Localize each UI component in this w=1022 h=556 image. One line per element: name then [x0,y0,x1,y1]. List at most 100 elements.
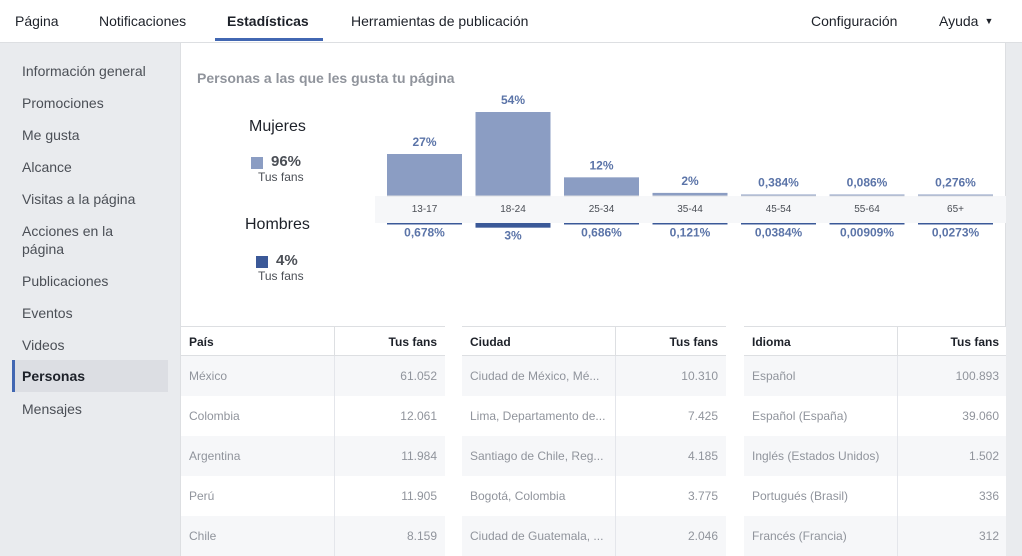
sidebar-item-promociones[interactable]: Promociones [22,95,104,111]
language-table-header: Idioma Tus fans [744,326,1007,356]
men-data-label: 0,00909% [840,226,894,240]
language-fans-header: Tus fans [950,335,999,349]
table-row: Lima, Departamento de... 7.425 [462,396,726,436]
active-tab-indicator [215,38,323,41]
men-bar [741,223,816,225]
men-data-label: 0,678% [404,226,445,240]
men-data-label: 0,121% [670,226,711,240]
city-name: Santiago de Chile, Reg... [470,449,604,463]
tab-estadisticas[interactable]: Estadísticas [227,13,309,29]
women-bar [564,177,639,196]
language-name: Español (España) [752,409,848,423]
sidebar-item-eventos[interactable]: Eventos [22,305,73,321]
header-divider [334,327,335,355]
sidebar-item-personas[interactable]: Personas [12,360,168,392]
sidebar-item-mensajes[interactable]: Mensajes [22,401,82,417]
age-gender-chart: 27% 13-17 0,678% 54% 18-24 3% 12% 25-34 0,686% 2%… [375,93,1007,243]
women-bar [652,192,728,196]
sidebar-item-informacion-general[interactable]: Información general [22,63,146,79]
language-name: Francés (Francia) [752,529,847,543]
city-name: Ciudad de México, Mé... [470,369,600,383]
category-label: 45-54 [766,204,792,215]
country-fans: 12.061 [400,409,437,423]
tab-herramientas[interactable]: Herramientas de publicación [351,13,529,29]
category-label: 13-17 [412,204,438,215]
top-navigation: Página Notificaciones Estadísticas Herra… [0,0,1022,43]
country-table: País Tus fans México 61.052 Colombia 12.06… [181,326,445,556]
language-fans: 1.502 [968,449,999,463]
city-fans: 7.425 [687,409,718,423]
tab-pagina[interactable]: Página [15,13,59,29]
language-name: Inglés (Estados Unidos) [752,449,880,463]
city-fans: 10.310 [681,369,718,383]
table-row: Francés (Francia) 312 [744,516,1007,556]
table-row: Portugués (Brasil) 336 [744,476,1007,516]
city-name: Bogotá, Colombia [470,489,566,503]
sidebar-item-videos[interactable]: Videos [22,337,65,353]
table-row: Perú 11.905 [181,476,445,516]
language-col-header: Idioma [752,335,791,349]
table-row: Bogotá, Colombia 3.775 [462,476,726,516]
table-row: Español (España) 39.060 [744,396,1007,436]
city-fans-header: Tus fans [669,335,718,349]
table-row: Santiago de Chile, Reg... 4.185 [462,436,726,476]
settings-link[interactable]: Configuración [811,13,898,29]
city-name: Ciudad de Guatemala, ... [470,529,604,543]
women-data-label: 12% [589,158,613,172]
city-fans: 3.775 [687,489,718,503]
category-label: 35-44 [677,204,703,215]
women-bar [387,154,462,196]
women-data-label: 54% [501,93,525,107]
women-data-label: 0,384% [758,176,799,190]
table-row: Español 100.893 [744,356,1007,396]
help-menu[interactable]: Ayuda ▼ [939,13,993,29]
category-label: 65+ [947,204,964,215]
sidebar-item-acciones[interactable]: Acciones en la página [22,223,114,257]
women-percent: 96% [271,153,302,170]
women-label: Mujeres [249,118,306,135]
women-bar [829,194,905,196]
scrollbar-gutter[interactable] [1006,43,1022,556]
category-label: 18-24 [500,204,526,215]
help-label: Ayuda [939,13,979,29]
men-data-label: 0,0273% [932,226,980,240]
language-fans: 312 [978,529,999,543]
tab-notificaciones[interactable]: Notificaciones [99,13,187,29]
men-bar [652,223,728,225]
women-data-label: 0,276% [935,176,976,190]
women-bar [475,112,551,196]
men-bar [918,223,993,225]
table-row: Colombia 12.061 [181,396,445,436]
sidebar-item-me-gusta[interactable]: Me gusta [22,127,80,143]
men-swatch [256,256,268,268]
sidebar-item-publicaciones[interactable]: Publicaciones [22,273,109,289]
city-name: Lima, Departamento de... [470,409,606,423]
table-row: Chile 8.159 [181,516,445,556]
country-table-header: País Tus fans [181,326,445,356]
sidebar-item-visitas[interactable]: Visitas a la página [22,191,136,207]
language-table: Idioma Tus fans Español 100.893 Español (… [744,326,1007,556]
men-bar [564,223,639,225]
sidebar-item-alcance[interactable]: Alcance [22,159,72,175]
women-data-label: 27% [412,135,436,149]
men-label: Hombres [245,216,310,233]
city-fans: 2.046 [687,529,718,543]
country-fans: 61.052 [400,369,437,383]
women-bar [918,194,993,196]
city-table-header: Ciudad Tus fans [462,326,726,356]
table-row: Ciudad de México, Mé... 10.310 [462,356,726,396]
language-name: Portugués (Brasil) [752,489,849,503]
city-table: Ciudad Tus fans Ciudad de México, Mé... 1… [462,326,726,556]
country-fans: 8.159 [406,529,437,543]
section-title: Personas a las que les gusta tu página [197,70,455,86]
language-fans: 100.893 [955,369,999,383]
country-name: Colombia [189,409,240,423]
language-fans: 336 [978,489,999,503]
city-fans: 4.185 [687,449,718,463]
country-fans-header: Tus fans [388,335,437,349]
country-name: México [189,369,228,383]
men-bar [475,223,551,228]
country-fans: 11.984 [401,449,437,463]
caret-down-icon: ▼ [984,16,994,26]
table-row: Ciudad de Guatemala, ... 2.046 [462,516,726,556]
